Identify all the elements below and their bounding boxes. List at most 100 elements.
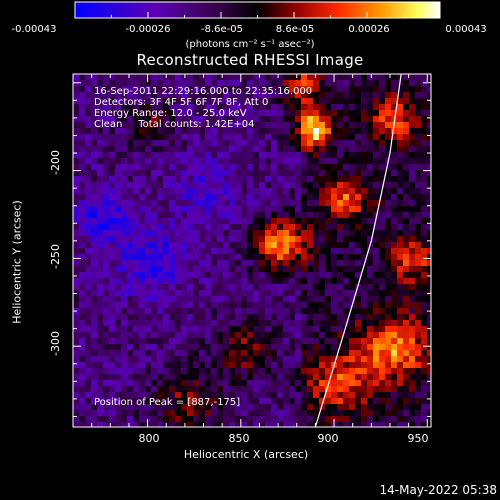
heatmap-cell — [127, 404, 133, 410]
heatmap-cell — [169, 410, 175, 416]
heatmap-cell — [415, 350, 421, 356]
heatmap-cell — [103, 266, 109, 272]
heatmap-cell — [379, 416, 385, 422]
heatmap-cell — [427, 242, 431, 248]
heatmap-cell — [163, 314, 169, 320]
heatmap-cell — [415, 344, 421, 350]
heatmap-cell — [115, 80, 121, 86]
heatmap-cell — [73, 254, 79, 260]
heatmap-cell — [331, 356, 337, 362]
heatmap-cell — [253, 116, 259, 122]
heatmap-cell — [307, 128, 313, 134]
heatmap-cell — [283, 416, 289, 422]
heatmap-cell — [349, 368, 355, 374]
heatmap-cell — [403, 200, 409, 206]
heatmap-cell — [403, 104, 409, 110]
heatmap-cell — [313, 116, 319, 122]
heatmap-cell — [163, 110, 169, 116]
heatmap-cell — [313, 416, 319, 422]
heatmap-cell — [355, 86, 361, 92]
heatmap-cell — [373, 194, 379, 200]
heatmap-cell — [307, 368, 313, 374]
heatmap-cell — [217, 86, 223, 92]
heatmap-cell — [421, 284, 427, 290]
heatmap-cell — [169, 152, 175, 158]
heatmap-cell — [121, 242, 127, 248]
heatmap-cell — [367, 170, 373, 176]
heatmap-cell — [151, 344, 157, 350]
heatmap-cell — [115, 380, 121, 386]
heatmap-cell — [391, 74, 397, 80]
heatmap-cell — [295, 416, 301, 422]
heatmap-cell — [181, 98, 187, 104]
heatmap-cell — [295, 380, 301, 386]
heatmap-cell — [325, 344, 331, 350]
heatmap-cell — [361, 290, 367, 296]
heatmap-cell — [133, 152, 139, 158]
heatmap-cell — [91, 326, 97, 332]
heatmap-cell — [103, 188, 109, 194]
heatmap-cell — [403, 308, 409, 314]
heatmap-cell — [139, 356, 145, 362]
heatmap-cell — [151, 206, 157, 212]
heatmap-cell — [421, 410, 427, 416]
heatmap-cell — [79, 170, 85, 176]
heatmap-cell — [73, 212, 79, 218]
heatmap-cell — [373, 398, 379, 404]
heatmap-cell — [169, 182, 175, 188]
heatmap-cell — [379, 302, 385, 308]
heatmap-cell — [313, 302, 319, 308]
heatmap-cell — [193, 320, 199, 326]
heatmap-cell — [73, 236, 79, 242]
heatmap-cell — [277, 308, 283, 314]
heatmap-cell — [295, 314, 301, 320]
heatmap-cell — [163, 404, 169, 410]
heatmap-cell — [325, 140, 331, 146]
heatmap-cell — [103, 92, 109, 98]
heatmap-cell — [85, 422, 91, 427]
heatmap-cell — [265, 74, 271, 80]
heatmap-cell — [247, 212, 253, 218]
heatmap-cell — [193, 212, 199, 218]
heatmap-cell — [409, 218, 415, 224]
heatmap-cell — [283, 344, 289, 350]
heatmap-cell — [127, 122, 133, 128]
heatmap-cell — [127, 374, 133, 380]
heatmap-cell — [217, 98, 223, 104]
heatmap-cell — [109, 368, 115, 374]
heatmap-cell — [223, 380, 229, 386]
heatmap-cell — [169, 206, 175, 212]
heatmap-cell — [337, 176, 343, 182]
heatmap-cell — [373, 140, 379, 146]
heatmap-cell — [115, 152, 121, 158]
heatmap-cell — [115, 296, 121, 302]
heatmap-cell — [259, 338, 265, 344]
heatmap-cell — [223, 212, 229, 218]
heatmap-cell — [421, 248, 427, 254]
heatmap-cell — [373, 404, 379, 410]
heatmap-cell — [97, 188, 103, 194]
heatmap-cell — [307, 410, 313, 416]
heatmap-cell — [163, 398, 169, 404]
heatmap-cell — [253, 284, 259, 290]
heatmap-cell — [187, 404, 193, 410]
heatmap-cell — [409, 92, 415, 98]
heatmap-cell — [127, 350, 133, 356]
heatmap-cell — [397, 218, 403, 224]
heatmap-cell — [247, 416, 253, 422]
heatmap-cell — [265, 140, 271, 146]
heatmap-cell — [253, 272, 259, 278]
heatmap-cell — [265, 422, 271, 427]
heatmap-cell — [109, 218, 115, 224]
heatmap-cell — [403, 422, 409, 427]
heatmap-cell — [319, 110, 325, 116]
heatmap-cell — [325, 284, 331, 290]
heatmap-cell — [91, 236, 97, 242]
heatmap-cell — [169, 146, 175, 152]
heatmap-cell — [355, 188, 361, 194]
heatmap-cell — [283, 212, 289, 218]
heatmap-cell — [169, 134, 175, 140]
heatmap-cell — [217, 104, 223, 110]
heatmap-cell — [79, 146, 85, 152]
heatmap-cell — [301, 404, 307, 410]
